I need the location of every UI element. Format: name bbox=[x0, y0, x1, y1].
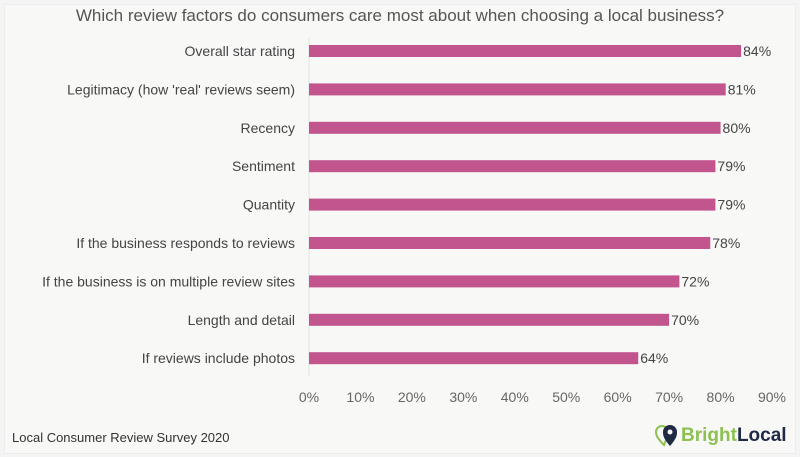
data-label: 79% bbox=[717, 197, 745, 213]
category-label: Legitimacy (how 'real' reviews seem) bbox=[67, 81, 295, 97]
x-tick-label: 40% bbox=[501, 389, 529, 405]
bar bbox=[309, 275, 680, 288]
bar bbox=[309, 121, 721, 134]
chart-frame bbox=[4, 4, 796, 454]
x-tick-label: 30% bbox=[449, 389, 477, 405]
category-label: Overall star rating bbox=[185, 43, 295, 59]
bar bbox=[309, 237, 711, 249]
data-label: 80% bbox=[723, 120, 751, 136]
data-label: 81% bbox=[728, 81, 756, 97]
data-label: 84% bbox=[743, 43, 771, 59]
x-tick-label: 90% bbox=[758, 389, 786, 405]
bar bbox=[309, 160, 716, 173]
category-label: If reviews include photos bbox=[142, 350, 295, 366]
data-label: 79% bbox=[717, 158, 745, 174]
chart-title: Which review factors do consumers care m… bbox=[75, 6, 725, 25]
x-tick-label: 50% bbox=[552, 389, 580, 405]
data-label: 70% bbox=[671, 312, 699, 328]
brightlocal-logo: Bright Local bbox=[655, 425, 787, 447]
x-tick-label: 70% bbox=[655, 389, 683, 405]
data-label: 64% bbox=[640, 350, 668, 366]
category-label: Sentiment bbox=[232, 158, 295, 174]
x-tick-label: 60% bbox=[604, 389, 632, 405]
data-label: 72% bbox=[681, 273, 709, 289]
bar bbox=[309, 352, 639, 365]
category-label: If the business responds to reviews bbox=[76, 235, 295, 251]
bar bbox=[309, 83, 726, 96]
bar bbox=[309, 198, 716, 211]
x-tick-label: 20% bbox=[398, 389, 426, 405]
bar bbox=[309, 45, 742, 57]
x-tick-label: 80% bbox=[707, 389, 735, 405]
category-label: If the business is on multiple review si… bbox=[42, 273, 295, 289]
data-label: 78% bbox=[712, 235, 740, 251]
x-tick-label: 10% bbox=[346, 389, 374, 405]
x-tick-label: 0% bbox=[299, 389, 319, 405]
category-label: Length and detail bbox=[188, 312, 295, 328]
category-label: Recency bbox=[241, 120, 295, 136]
location-pin-icon bbox=[655, 425, 677, 447]
category-label: Quantity bbox=[243, 197, 295, 213]
bar bbox=[309, 313, 670, 326]
source-caption: Local Consumer Review Survey 2020 bbox=[12, 430, 230, 445]
